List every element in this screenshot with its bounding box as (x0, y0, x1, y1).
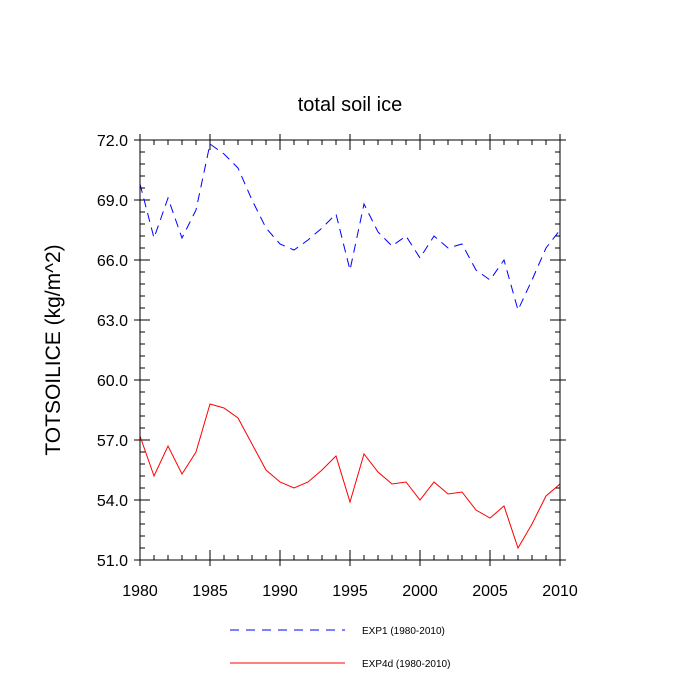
y-tick-label: 51.0 (97, 553, 128, 570)
x-tick-label: 1985 (192, 583, 228, 600)
series-line-1 (139, 143, 561, 312)
y-axis-label: TOTSOILICE (kg/m^2) (42, 244, 65, 455)
x-tick-label: 2010 (542, 583, 578, 600)
y-tick-label: 72.0 (97, 133, 128, 150)
series-line-2 (139, 403, 561, 550)
y-tick-label: 63.0 (97, 313, 128, 330)
y-tick-label: 54.0 (97, 493, 128, 510)
x-tick-label: 1990 (262, 583, 298, 600)
plot-frame (139, 139, 561, 561)
y-tick-label: 69.0 (97, 193, 128, 210)
y-tick-label: 66.0 (97, 253, 128, 270)
y-tick-label: 60.0 (97, 373, 128, 390)
x-tick-label: 2000 (402, 583, 438, 600)
y-minor-ticks (140, 151, 560, 549)
x-minor-ticks (153, 140, 547, 560)
x-tick-labels: 1980 1985 1990 1995 2000 2005 2010 (122, 583, 578, 600)
y-tick-labels: 51.0 54.0 57.0 60.0 63.0 66.0 69.0 72.0 (97, 133, 128, 570)
x-tick-label: 1995 (332, 583, 368, 600)
x-tick-label: 2005 (472, 583, 508, 600)
series-layer (139, 143, 561, 550)
legend: EXP1 (1980-2010) EXP4d (1980-2010) (230, 626, 450, 670)
legend-label-1: EXP1 (1980-2010) (362, 626, 445, 637)
y-tick-label: 57.0 (97, 433, 128, 450)
chart-title: total soil ice (298, 94, 403, 116)
legend-label-2: EXP4d (1980-2010) (362, 659, 450, 670)
x-tick-label: 1980 (122, 583, 158, 600)
